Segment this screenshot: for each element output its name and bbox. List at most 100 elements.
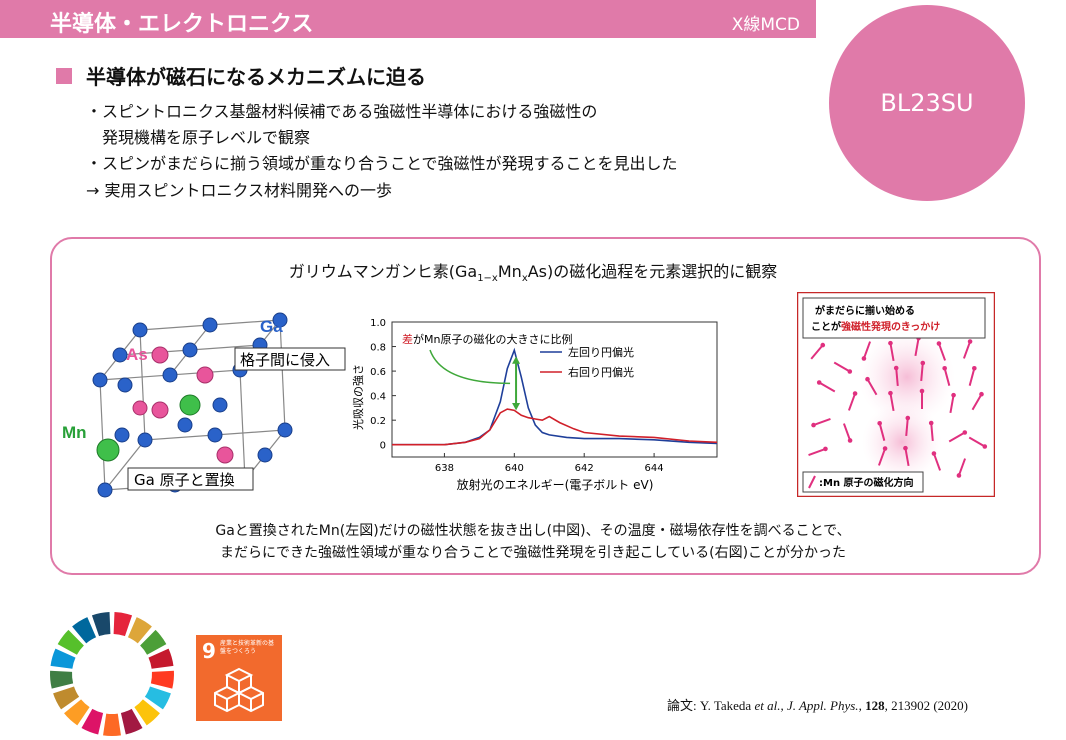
sdg-wheel-segment [113,612,133,637]
spin-arrow-icon [943,368,951,386]
spin-arrow-icon [862,341,872,359]
spin-arrow-icon [962,341,972,359]
plot-frame [391,321,718,458]
caption-line-2: まだらにできた強磁性領域が重なり合うことで強磁性発現を引き起こしている(右図)こ… [219,545,847,561]
difference-arrow-head-top [512,356,521,364]
spin-arrow-head [903,445,908,451]
spin-arrow-icon [866,378,878,396]
interstitial-label: 格子間に侵入 [240,351,330,369]
spin-arrow-head [816,380,822,385]
ref-etal: et al. [754,698,781,713]
ga-label: Ga [260,317,283,336]
sdg-wheel-segment [81,708,104,735]
x-tick-label: 644 [645,463,664,474]
annotation-red-text: 差 [402,332,413,346]
ref-journal: , J. Appl. Phys. [780,698,859,713]
spin-arrow-head [820,342,826,348]
spin-arrow-head [852,391,858,396]
section-heading: 半導体が磁石になるメカニズムに迫る [86,65,426,89]
callout-line1: がまだらに揃い始める [815,304,915,317]
result-panel [50,237,1041,575]
spin-arrow-head [893,365,899,371]
sdg-wheel-segment [140,629,167,655]
spin-arrow-icon [889,342,895,362]
y-tick-label: 0.2 [370,416,386,427]
spin-arrow-head [861,356,867,361]
spin-arrow-icon [905,417,909,437]
spin-arrow-head [956,473,962,478]
y-tick-label: 0.4 [370,392,386,403]
header-title: 半導体・エレクトロニクス [50,12,314,37]
spin-arrow-icon [968,368,976,386]
spin-arrow-icon [813,417,831,427]
spin-arrow-head [951,392,956,398]
spin-arrow-icon [957,458,967,476]
sdg-goal-9-icon: 9 産業と技術革新の基盤をつくろう [196,635,282,721]
spin-arrow-head [877,421,882,426]
annotation-pointer-arrow [429,349,511,385]
spin-arrow-icon [808,447,826,457]
mcd-spectrum-chart: 光吸収の強さ 放射光のエネルギー(電子ボルト eV) 0 0.2 0.4 0.6 0.8… [351,318,718,492]
spin-arrow-head [847,369,853,374]
chart-annotation: 差がMn原子の磁化の大きさに比例 [402,332,572,346]
point-1: ・スピントロニクス基盤材料候補である強磁性半導体における強磁性の [86,102,598,121]
beamline-label: BL23SU [880,89,974,117]
sdg-wheel-segment [57,629,84,655]
spin-arrow-head [865,376,870,382]
spin-arrow-icon [895,367,899,387]
callout-line2-pre: ことが [811,320,842,333]
panel-title-mid: Mn [497,262,522,281]
spin-arrow-head [972,366,977,371]
x-tick-label: 642 [575,463,594,474]
spin-arrow-icon [847,393,857,411]
spin-arrow-head [905,415,911,421]
sdg-text: 産業と技術革新の基盤をつくろう [220,640,275,655]
point-4: → 実用スピントロニクス材料開発への一歩 [86,181,393,200]
header-bar: 半導体・エレクトロニクス X線MCD [0,0,816,38]
series-line-2 [392,408,718,446]
spin-arrow-head [888,390,893,396]
spin-arrow-icon [930,422,934,442]
spin-arrow-head [967,339,973,344]
heading-bullet-icon [56,68,72,84]
spin-arrow-icon [920,362,924,382]
spin-arrow-head [823,446,828,452]
spin-arrow-icon [971,393,983,411]
spin-arrow-icon [932,453,942,471]
x-tick-label: 638 [435,463,454,474]
spin-arrow-icon [810,344,824,360]
panel-title: ガリウムマンガンヒ素(Ga1−xMnxAs)の磁化過程を元素選択的に観察 [0,258,1066,284]
spin-arrow-head [919,388,925,394]
panel-title-pre: ガリウムマンガンヒ素(Ga [288,262,478,281]
sdg-wheel-segment [53,686,80,710]
chart-ylabel: 光吸収の強さ [351,364,365,430]
reference: 論文: Y. Takeda et al., J. Appl. Phys., 12… [667,695,968,714]
panel-title-sub2: x [521,273,528,285]
spin-arrow-icon [937,343,947,361]
series-line-1 [392,347,718,446]
spin-arrow-head [920,360,926,366]
spin-arrow-head [979,391,984,397]
ref-volume: 128 [865,698,885,713]
legend-label-1: 左回り円偏光 [568,345,634,359]
sdg-wheel-icon [50,612,174,736]
sdg-wheel-segment [144,686,171,710]
callout-line2: ことが強磁性発現のきっかけ [811,320,940,333]
beamline-badge: BL23SU [829,5,1025,201]
sdg-wheel-segment [148,648,174,669]
spin-arrow-icon [833,361,851,373]
as-label: As [126,345,148,364]
sdg-wheel-segment [120,708,143,735]
spin-arrow-head [962,430,968,435]
spin-arrow-icon [968,436,986,448]
ref-sep: , [858,698,866,713]
spin-arrow-head [928,420,934,426]
sdg-wheel-segment [72,617,97,644]
point-3: ・スピンがまだらに揃う領域が重なり合うことで強磁性が発現することを見出した [86,154,678,173]
sdg-wheel-segment [50,670,74,689]
spin-arrow-head [847,438,853,443]
y-tick-label: 0.6 [370,367,386,378]
spin-arrow-icon [948,431,966,443]
ref-authors: Y. Takeda [699,698,755,713]
cubes-icon [214,667,264,713]
